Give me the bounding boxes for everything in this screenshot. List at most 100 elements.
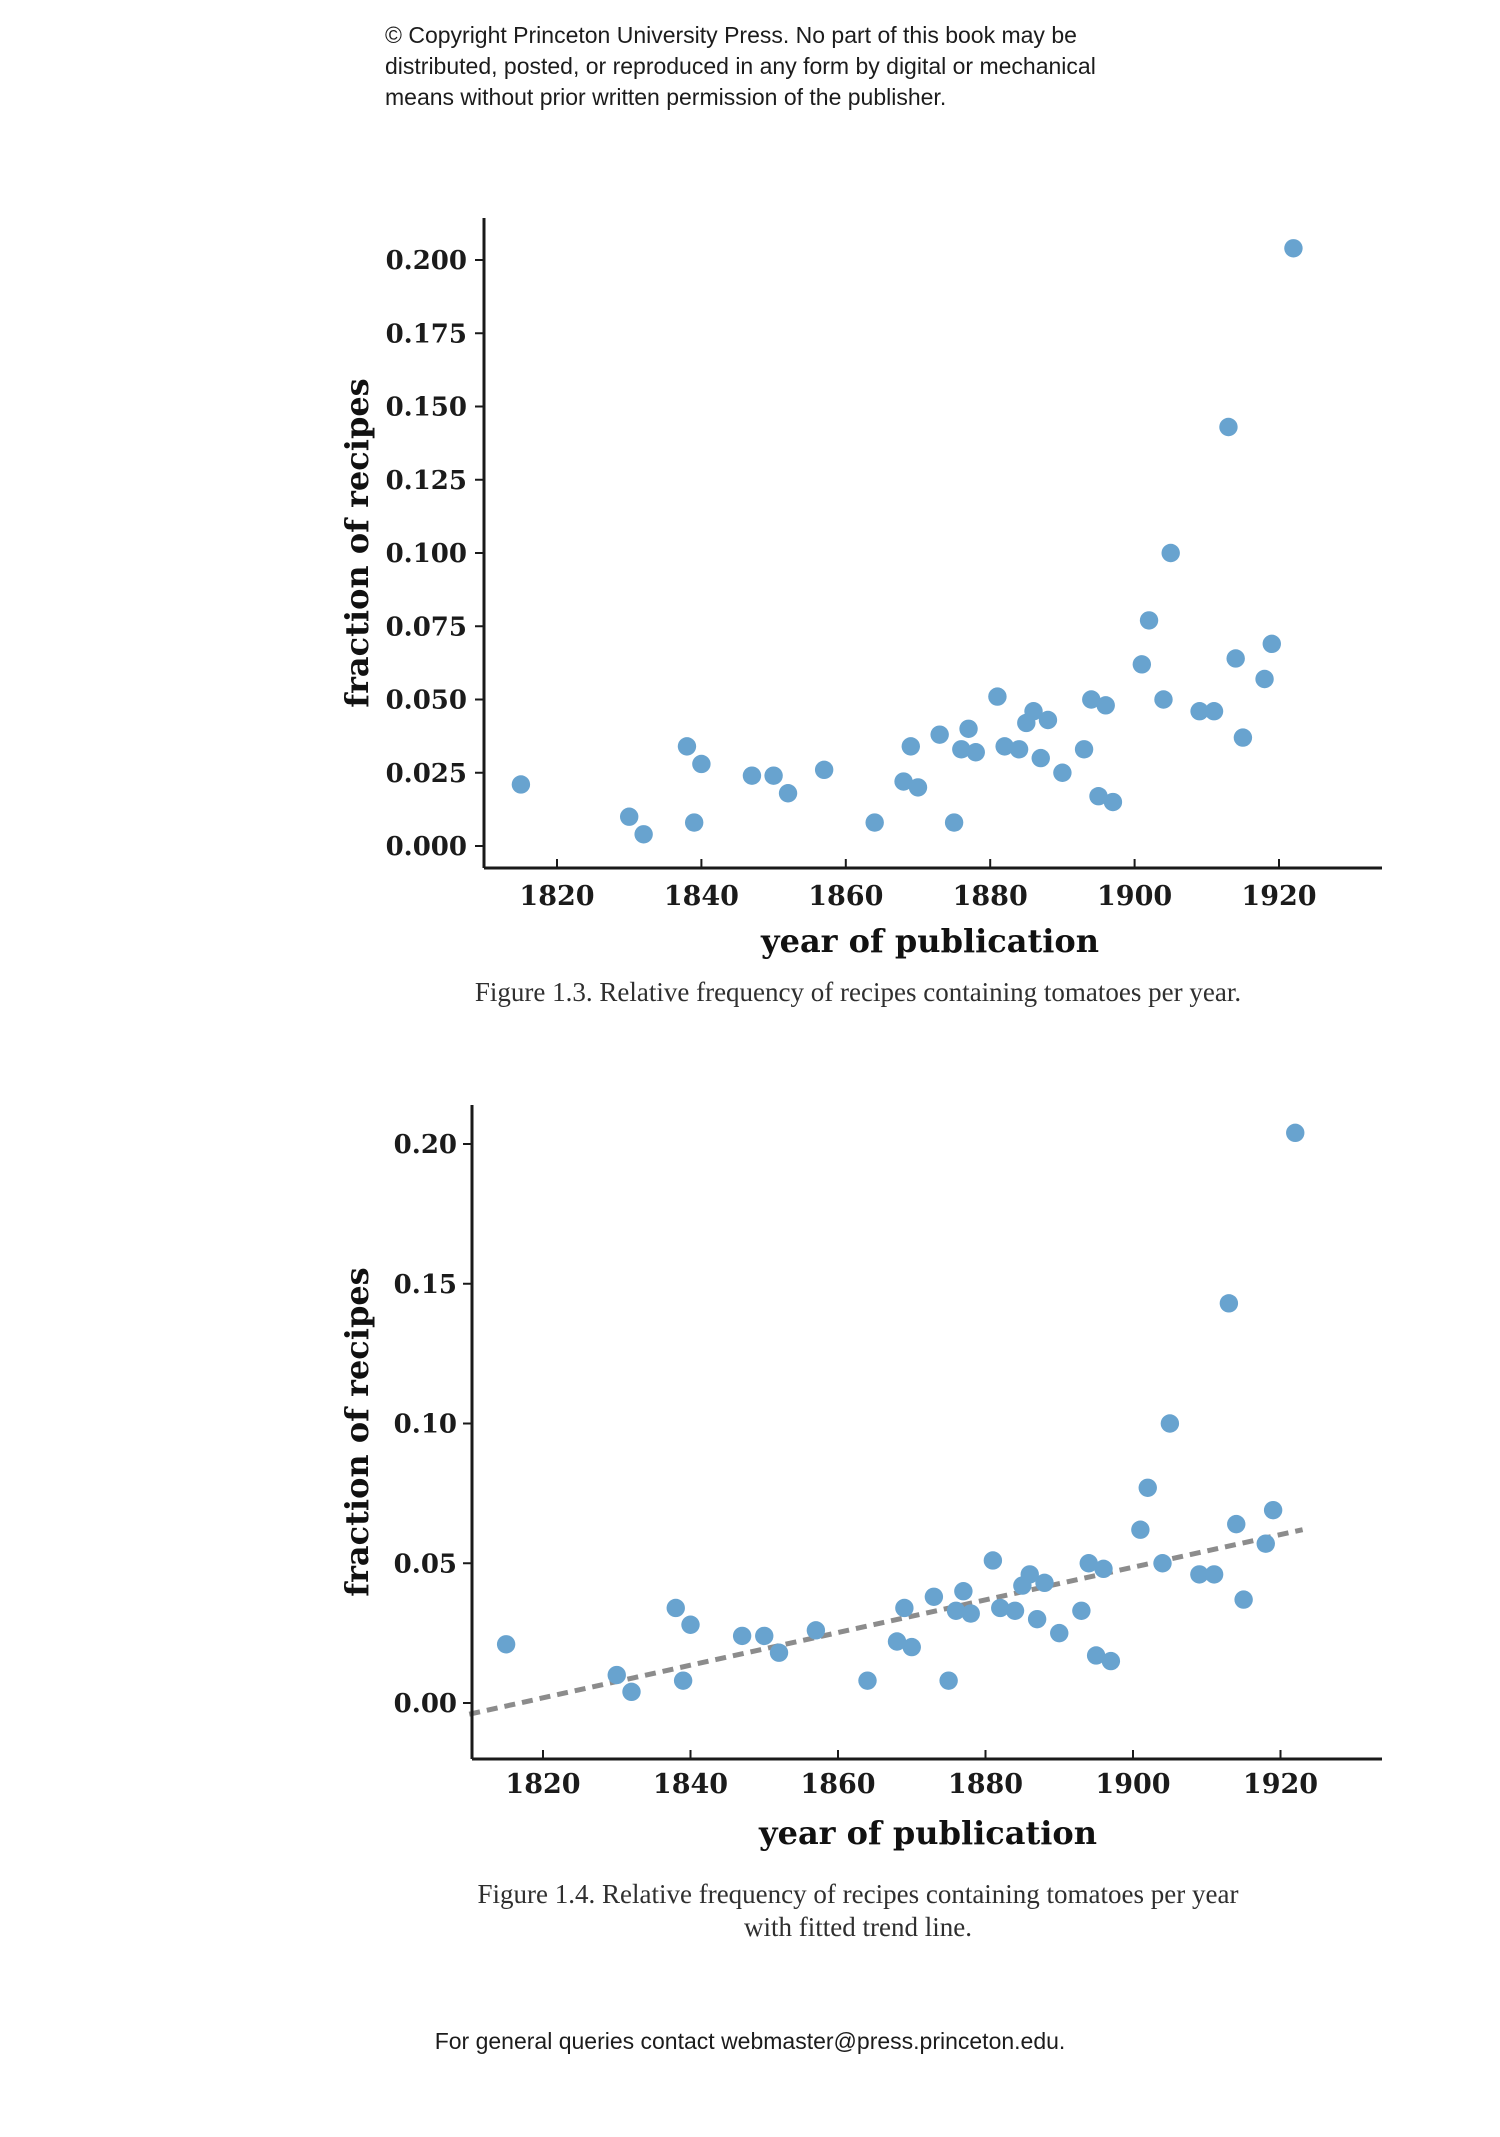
- y-tick-label: 0.200: [386, 246, 467, 276]
- data-point: [966, 743, 985, 762]
- data-point: [887, 1632, 907, 1651]
- data-point: [666, 1598, 685, 1618]
- data-point: [1079, 1554, 1098, 1573]
- data-point: [908, 778, 928, 797]
- data-point: [1096, 696, 1115, 715]
- data-point: [1131, 1520, 1150, 1539]
- data-point: [1035, 1573, 1054, 1593]
- x-tick-label: 1920: [1243, 1769, 1318, 1800]
- y-tick-label: 0.20: [394, 1130, 457, 1160]
- y-tick-label: 0.100: [386, 539, 467, 569]
- data-point: [764, 766, 783, 785]
- data-point: [1284, 239, 1303, 258]
- data-point: [1139, 611, 1159, 630]
- data-point: [1153, 1554, 1172, 1573]
- data-point: [673, 1671, 693, 1690]
- y-tick-label: 0.125: [386, 466, 467, 496]
- data-point: [894, 772, 913, 791]
- data-point: [939, 1671, 958, 1690]
- figure1-y-axis-label: fraction of recipes: [338, 378, 376, 708]
- data-point: [1262, 634, 1281, 654]
- data-point: [769, 1643, 789, 1662]
- data-point: [1190, 702, 1209, 721]
- data-point: [1227, 1514, 1246, 1534]
- data-point: [1020, 1565, 1039, 1584]
- data-point: [902, 1637, 921, 1657]
- y-tick-label: 0.150: [386, 393, 467, 423]
- data-point: [1089, 786, 1108, 806]
- data-point: [983, 1551, 1003, 1570]
- x-tick-label: 1920: [1241, 881, 1316, 912]
- footer-contact: For general queries contact webmaster@pr…: [434, 2028, 1066, 2054]
- data-point: [620, 807, 639, 826]
- data-point: [1094, 1559, 1113, 1579]
- data-point: [1132, 655, 1152, 674]
- data-point: [755, 1626, 774, 1646]
- data-point: [961, 1604, 980, 1623]
- x-tick-label: 1900: [1097, 881, 1172, 912]
- data-point: [742, 766, 762, 785]
- x-tick-label: 1880: [953, 881, 1028, 912]
- data-point: [1204, 702, 1224, 721]
- data-point: [959, 719, 978, 738]
- data-point: [988, 687, 1007, 706]
- data-point: [1219, 1294, 1239, 1313]
- data-point: [1204, 1565, 1224, 1584]
- figure2-caption-line-2: with fitted trend line.: [744, 1912, 972, 1942]
- data-point: [1234, 1590, 1253, 1609]
- data-point: [1160, 1414, 1180, 1433]
- data-point: [622, 1682, 641, 1702]
- data-point: [1219, 417, 1238, 437]
- data-point: [930, 725, 949, 744]
- x-tick-label: 1900: [1095, 1769, 1170, 1800]
- copyright-notice: © Copyright Princeton University Press. …: [385, 20, 1096, 113]
- data-point: [1226, 649, 1245, 668]
- y-tick-label: 0.10: [394, 1410, 457, 1440]
- y-tick-label: 0.025: [386, 759, 467, 789]
- data-point: [814, 760, 834, 780]
- y-tick-label: 0.075: [386, 612, 467, 642]
- data-point: [924, 1587, 944, 1606]
- x-tick-label: 1820: [505, 1769, 580, 1800]
- figure1-x-axis-label: year of publication: [760, 922, 1100, 960]
- data-point: [778, 784, 798, 803]
- y-tick-label: 0.175: [386, 319, 467, 349]
- data-point: [1255, 669, 1274, 689]
- x-tick-label: 1880: [948, 1769, 1023, 1800]
- data-point: [901, 737, 920, 756]
- data-point: [692, 754, 711, 774]
- data-point: [1286, 1123, 1305, 1143]
- x-tick-label: 1820: [519, 881, 594, 912]
- data-point: [1005, 1601, 1025, 1620]
- data-point: [991, 1598, 1010, 1618]
- y-tick-label: 0.00: [394, 1689, 457, 1719]
- data-point: [1031, 748, 1050, 768]
- data-point: [496, 1635, 516, 1654]
- data-point: [1101, 1651, 1121, 1671]
- data-point: [1138, 1478, 1157, 1497]
- data-point: [952, 740, 971, 759]
- x-tick-label: 1860: [800, 1769, 875, 1800]
- figure2-caption: Figure 1.4. Relative frequency of recipe…: [358, 1878, 1358, 1944]
- data-point: [946, 1601, 966, 1620]
- data-point: [1086, 1646, 1106, 1665]
- data-point: [1053, 763, 1072, 782]
- data-point: [995, 737, 1014, 756]
- y-tick-label: 0.050: [386, 686, 467, 716]
- figure2-x-axis-label: year of publication: [758, 1814, 1098, 1852]
- y-tick-label: 0.000: [386, 832, 467, 862]
- data-point: [1190, 1565, 1209, 1584]
- data-point: [1161, 543, 1180, 563]
- data-point: [1074, 740, 1094, 759]
- data-point: [865, 813, 884, 832]
- data-point: [634, 825, 653, 844]
- x-tick-label: 1860: [808, 881, 883, 912]
- data-point: [954, 1582, 973, 1601]
- data-point: [684, 813, 704, 832]
- data-point: [1009, 740, 1029, 759]
- data-point: [1072, 1601, 1091, 1620]
- data-point: [1263, 1500, 1283, 1520]
- y-tick-label: 0.05: [394, 1549, 457, 1579]
